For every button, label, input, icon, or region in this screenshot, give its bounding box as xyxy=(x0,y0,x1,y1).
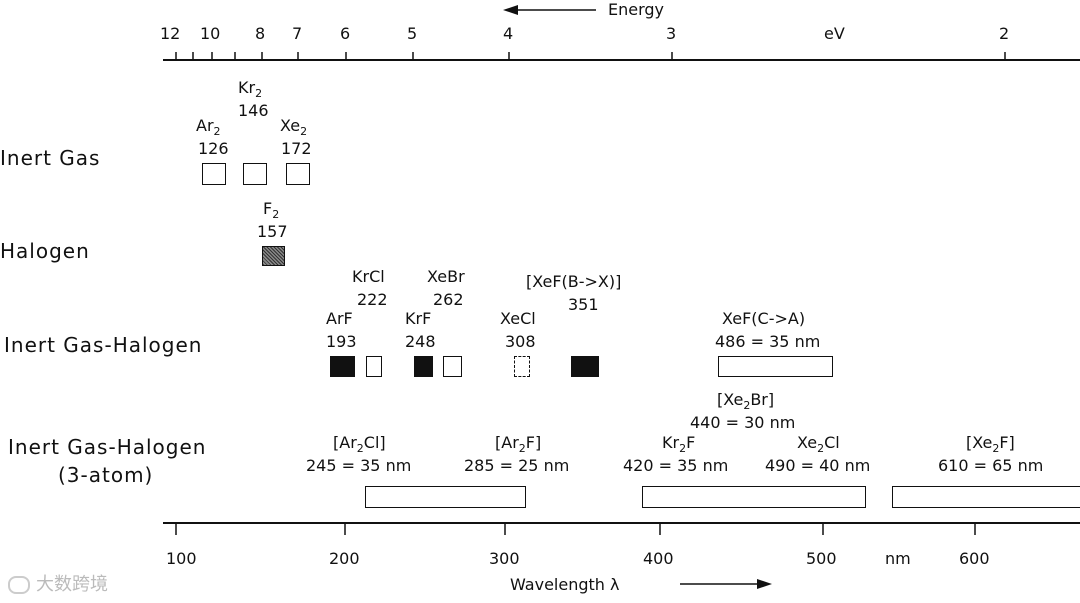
laser-kr2f-value: 420 = 35 nm xyxy=(623,456,729,475)
laser-kr2-box xyxy=(243,163,267,185)
laser-xebr-value: 262 xyxy=(433,290,464,309)
energy-tick-label: 10 xyxy=(200,24,221,43)
energy-unit-label: eV xyxy=(824,24,845,43)
energy-arrow-head xyxy=(503,5,518,15)
laser-kr2-value: 146 xyxy=(238,101,269,120)
row-label-3atom-line1: Inert Gas-Halogen xyxy=(8,435,207,459)
laser-xecl-value: 308 xyxy=(505,332,536,351)
laser-xefbx-box xyxy=(571,356,599,377)
laser-ar2f-name: [Ar2F] xyxy=(495,433,542,456)
laser-ar2-box xyxy=(202,163,226,185)
laser-xebr-box xyxy=(443,356,462,377)
laser-arf-value: 193 xyxy=(326,332,357,351)
energy-tick-label: 6 xyxy=(340,24,351,43)
wavelength-tick-label: 100 xyxy=(166,549,197,568)
energy-tick-label: 8 xyxy=(255,24,266,43)
energy-tick-label: 7 xyxy=(292,24,303,43)
laser-xe2f-box xyxy=(892,486,1080,508)
laser-krf-name: KrF xyxy=(405,309,432,328)
laser-xe2f-value: 610 = 65 nm xyxy=(938,456,1044,475)
laser-xefbx-value: 351 xyxy=(568,295,599,314)
laser-xe2cl-name: Xe2Cl xyxy=(797,433,840,456)
row-label-inert-gas-halogen: Inert Gas-Halogen xyxy=(4,333,203,357)
wavelength-tick-label: 400 xyxy=(643,549,674,568)
laser-f2-value: 157 xyxy=(257,222,288,241)
laser-xe2-name: Xe2 xyxy=(280,116,308,139)
laser-ar2cl-name: [Ar2Cl] xyxy=(333,433,386,456)
laser-ar2-value: 126 xyxy=(198,139,229,158)
laser-arf-name: ArF xyxy=(326,309,353,328)
laser-krf-box xyxy=(414,356,433,377)
wavelength-tick-label: 600 xyxy=(959,549,990,568)
row-label-inert-gas: Inert Gas xyxy=(0,146,101,170)
laser-xefca-box xyxy=(718,356,833,377)
energy-axis-title: Energy xyxy=(608,0,665,19)
energy-tick-label: 12 xyxy=(160,24,181,43)
laser-ar2f-value: 285 = 25 nm xyxy=(464,456,570,475)
laser-arf-box xyxy=(330,356,355,377)
laser-ar2-name: Ar2 xyxy=(196,116,221,139)
wavelength-tick-label: 500 xyxy=(806,549,837,568)
row-label-3atom-line2: (3-atom) xyxy=(58,463,154,487)
watermark: 大数跨境 xyxy=(8,570,108,596)
energy-tick-label: 4 xyxy=(503,24,514,43)
laser-f2-name: F2 xyxy=(263,199,280,222)
laser-xe2br-value: 440 = 30 nm xyxy=(690,413,796,432)
energy-tick-label: 3 xyxy=(666,24,677,43)
laser-krcl-value: 222 xyxy=(357,290,388,309)
wavelength-arrow-head xyxy=(757,579,772,589)
laser-f2-box xyxy=(262,246,285,266)
laser-krcl-box xyxy=(366,356,382,377)
energy-tick-label: 5 xyxy=(407,24,418,43)
wavelength-tick-label: 200 xyxy=(329,549,360,568)
laser-xecl-name: XeCl xyxy=(500,309,536,328)
laser-xefca-name: XeF(C->A) xyxy=(722,309,806,328)
laser-kr2f-name: Kr2F xyxy=(662,433,696,456)
energy-tick-label: 2 xyxy=(999,24,1010,43)
wavelength-axis-title: Wavelength λ xyxy=(510,575,620,594)
laser-xe2-box xyxy=(286,163,310,185)
laser-xecl-box xyxy=(514,356,530,377)
laser-xe2br-name: [Xe2Br] xyxy=(717,390,775,413)
laser-ar2cl-ar2f-box xyxy=(365,486,526,508)
laser-xe2f-name: [Xe2F] xyxy=(966,433,1015,456)
row-label-halogen: Halogen xyxy=(0,239,90,263)
laser-xebr-name: XeBr xyxy=(427,267,465,286)
laser-krf-value: 248 xyxy=(405,332,436,351)
laser-kr2f-xe2cl-box xyxy=(642,486,866,508)
laser-ar2cl-value: 245 = 35 nm xyxy=(306,456,412,475)
laser-xe2cl-value: 490 = 40 nm xyxy=(765,456,871,475)
laser-xefbx-name: [XeF(B->X)] xyxy=(526,272,622,291)
laser-kr2-name: Kr2 xyxy=(238,78,263,101)
laser-krcl-name: KrCl xyxy=(352,267,385,286)
wavelength-unit-label: nm xyxy=(885,549,911,568)
watermark-logo-icon xyxy=(8,576,30,594)
laser-xe2-value: 172 xyxy=(281,139,312,158)
laser-xefca-value: 486 = 35 nm xyxy=(715,332,821,351)
wavelength-tick-label: 300 xyxy=(489,549,520,568)
